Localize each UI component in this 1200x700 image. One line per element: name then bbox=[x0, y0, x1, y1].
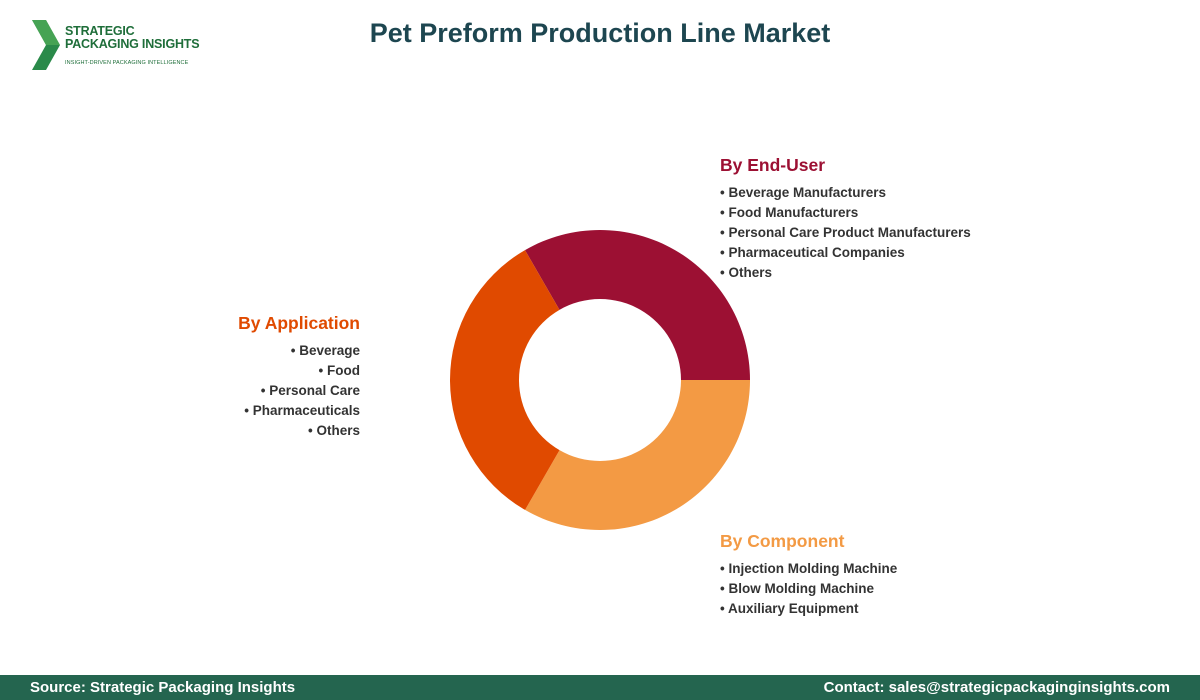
logo-line-1: STRATEGIC bbox=[65, 24, 135, 38]
logo-tagline: INSIGHT-DRIVEN PACKAGING INTELLIGENCE bbox=[65, 60, 189, 66]
brand-logo: STRATEGIC PACKAGING INSIGHTS INSIGHT-DRI… bbox=[30, 18, 200, 73]
list-item: • Beverage Manufacturers bbox=[720, 185, 887, 200]
list-item: • Personal Care bbox=[260, 383, 360, 398]
footer-contact: Contact: sales@strategicpackaginginsight… bbox=[823, 679, 1170, 696]
list-item: • Injection Molding Machine bbox=[720, 561, 898, 576]
list-item: • Blow Molding Machine bbox=[720, 581, 874, 596]
segment-component-list: • Injection Molding Machine • Blow Moldi… bbox=[720, 559, 897, 619]
list-item: • Others bbox=[308, 423, 360, 438]
list-item: • Others bbox=[720, 265, 772, 280]
list-item: • Food bbox=[318, 363, 360, 378]
segment-component: By Component • Injection Molding Machine… bbox=[720, 531, 897, 619]
segment-application-list: • Beverage • Food • Personal Care • Phar… bbox=[238, 341, 360, 441]
list-item: • Food Manufacturers bbox=[720, 205, 859, 220]
logo-line-2: PACKAGING INSIGHTS bbox=[65, 37, 200, 51]
list-item: • Pharmaceutical Companies bbox=[720, 245, 905, 260]
footer-bar: Source: Strategic Packaging Insights Con… bbox=[0, 675, 1200, 700]
list-item: • Pharmaceuticals bbox=[244, 403, 360, 418]
footer-source: Source: Strategic Packaging Insights bbox=[30, 679, 296, 696]
list-item: • Beverage bbox=[290, 343, 360, 358]
segment-application: By Application • Beverage • Food • Perso… bbox=[238, 313, 360, 441]
chevron-logo-icon bbox=[32, 20, 60, 70]
segment-end-user: By End-User • Beverage Manufacturers • F… bbox=[720, 155, 971, 283]
list-item: • Personal Care Product Manufacturers bbox=[720, 225, 971, 240]
segment-application-title: By Application bbox=[238, 313, 360, 333]
segment-component-title: By Component bbox=[720, 531, 845, 551]
list-item: • Auxiliary Equipment bbox=[720, 601, 859, 616]
donut-slice-by-end-user bbox=[525, 230, 750, 380]
segment-end-user-title: By End-User bbox=[720, 155, 826, 175]
page-title: Pet Preform Production Line Market bbox=[369, 18, 831, 48]
segment-end-user-list: • Beverage Manufacturers • Food Manufact… bbox=[720, 183, 971, 283]
donut-slice-by-component bbox=[525, 379, 750, 530]
donut-slice-by-application bbox=[450, 250, 560, 510]
